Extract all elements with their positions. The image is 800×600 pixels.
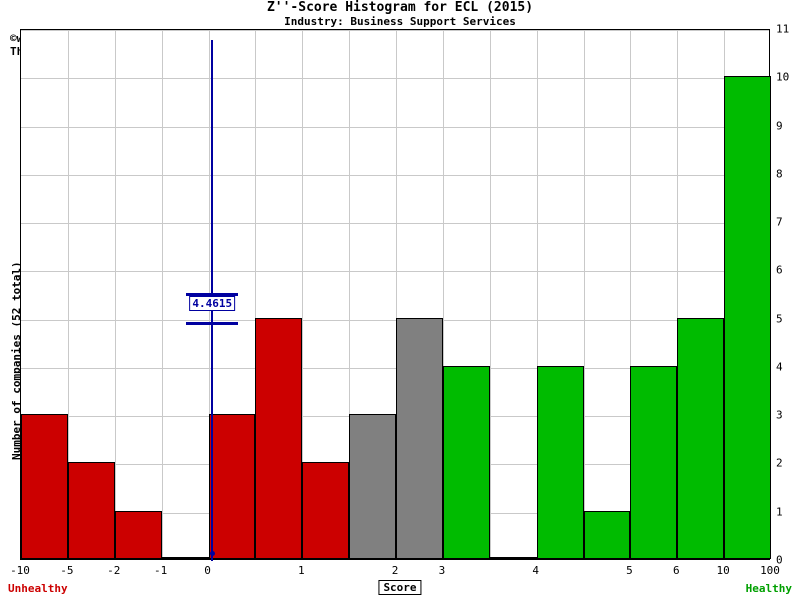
x-tick-label: 3 bbox=[438, 564, 446, 577]
x-tick-label: -5 bbox=[60, 564, 74, 577]
x-tick-label: 1 bbox=[297, 564, 305, 577]
gridline-vertical bbox=[630, 30, 632, 559]
histogram-bar bbox=[536, 365, 584, 559]
histogram-bar bbox=[442, 365, 490, 559]
chart-title: Z''-Score Histogram for ECL (2015) bbox=[266, 0, 534, 15]
histogram-bar bbox=[255, 317, 303, 559]
x-tick-label: -10 bbox=[10, 564, 30, 577]
histogram-bar bbox=[161, 557, 209, 559]
histogram-bar bbox=[489, 557, 537, 559]
x-axis-title: Score bbox=[378, 580, 422, 595]
y-tick-label: 10 bbox=[776, 70, 790, 84]
gridline-horizontal bbox=[21, 30, 769, 31]
histogram-bar bbox=[302, 462, 350, 559]
histogram-bar bbox=[396, 317, 443, 559]
x-tick-label: -1 bbox=[154, 564, 168, 577]
unhealthy-label: Unhealthy bbox=[8, 582, 68, 595]
x-tick-label: 2 bbox=[391, 564, 399, 577]
y-tick-label: 7 bbox=[776, 215, 783, 229]
gridline-vertical bbox=[67, 30, 69, 559]
x-tick-label: 6 bbox=[672, 564, 680, 577]
y-tick-label: 0 bbox=[776, 553, 783, 567]
x-tick-label: 4 bbox=[532, 564, 539, 577]
gridline-vertical bbox=[349, 30, 351, 559]
y-tick-label: 6 bbox=[776, 263, 783, 277]
gridline-horizontal bbox=[21, 367, 769, 369]
histogram-bar bbox=[583, 510, 631, 559]
gridline-horizontal bbox=[21, 78, 769, 80]
histogram-bar bbox=[114, 510, 162, 559]
y-tick-label: 11 bbox=[776, 22, 790, 36]
histogram-bar bbox=[208, 414, 256, 559]
gridline-vertical bbox=[302, 30, 304, 559]
gridline-vertical bbox=[114, 30, 116, 559]
y-tick-label: 2 bbox=[776, 456, 783, 470]
marker-dot bbox=[209, 551, 215, 556]
histogram-bar bbox=[349, 414, 396, 559]
gridline-vertical bbox=[489, 30, 491, 559]
gridline-vertical bbox=[161, 30, 163, 559]
marker-cap bbox=[186, 293, 239, 297]
marker-cap bbox=[186, 322, 239, 326]
gridline-vertical bbox=[677, 30, 679, 559]
gridline-vertical bbox=[536, 30, 538, 559]
x-tick-label: 100 bbox=[760, 564, 780, 577]
y-tick-label: 8 bbox=[776, 167, 783, 181]
x-tick-label: 5 bbox=[626, 564, 633, 577]
gridline-horizontal bbox=[21, 126, 769, 128]
histogram-bar bbox=[21, 414, 68, 559]
gridline-vertical bbox=[583, 30, 585, 559]
gridline-vertical bbox=[255, 30, 257, 559]
gridline-vertical bbox=[442, 30, 444, 559]
histogram-bar bbox=[677, 317, 725, 559]
gridline-horizontal bbox=[21, 223, 769, 225]
histogram-bar bbox=[724, 76, 771, 559]
histogram-bars bbox=[21, 30, 771, 559]
gridline-horizontal bbox=[21, 319, 769, 321]
gridline-vertical bbox=[396, 30, 397, 559]
x-tick-label: 0 bbox=[204, 564, 211, 577]
y-tick-label: 4 bbox=[776, 360, 783, 374]
histogram-bar bbox=[630, 365, 678, 559]
healthy-label: Healthy bbox=[745, 582, 792, 595]
y-tick-label: 5 bbox=[776, 312, 783, 326]
histogram-bar bbox=[67, 462, 115, 559]
chart-subtitle: Industry: Business Support Services bbox=[284, 15, 516, 28]
y-tick-label: 3 bbox=[776, 408, 783, 422]
gridline-horizontal bbox=[21, 271, 769, 273]
plot-area: 4.4615 bbox=[20, 29, 771, 561]
x-tick-label: -2 bbox=[107, 564, 121, 577]
y-tick-label: 1 bbox=[776, 505, 783, 519]
marker-value-label: 4.4615 bbox=[189, 295, 236, 311]
x-tick-label: 10 bbox=[716, 564, 730, 577]
y-tick-label: 9 bbox=[776, 119, 783, 133]
gridline-horizontal bbox=[21, 174, 769, 176]
